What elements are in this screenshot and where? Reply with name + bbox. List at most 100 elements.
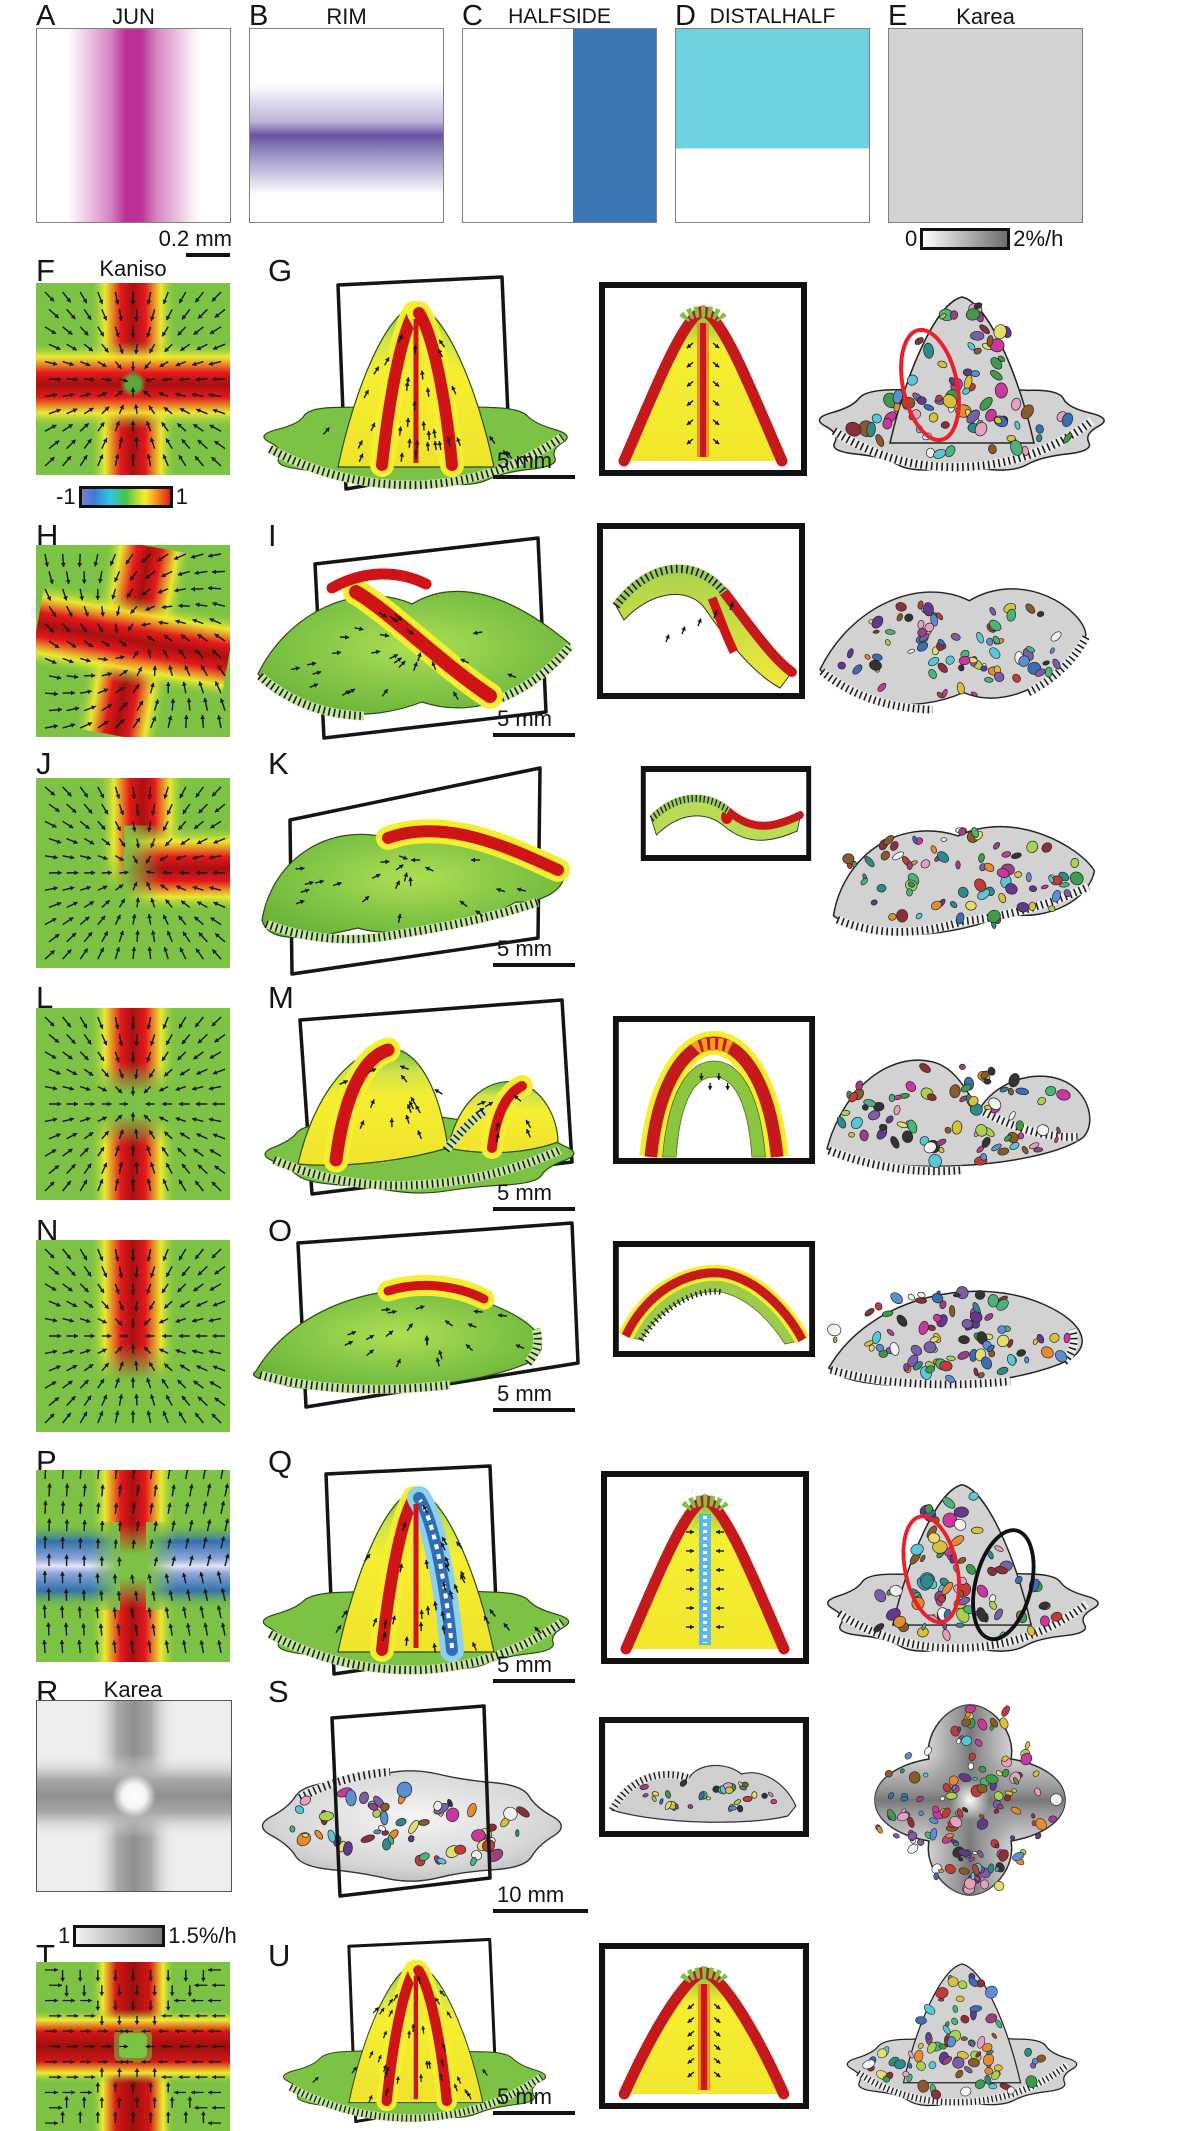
colorbar-min: -1 [56,484,76,509]
panel-letter-a: A [36,0,56,32]
cell-clone-surface-q-cone [812,1454,1112,1675]
row-letter-p: P [36,1444,57,1479]
vector-field-n-red-one-vertical [36,1240,230,1432]
row-r: R Karea S 10 mm 1 1.5%/h [0,1676,1181,1955]
row-letter-i: I [268,518,277,553]
scale-bar-0-2mm: 0.2 mm [142,228,232,257]
row-letter-o: O [268,1213,293,1248]
colorbar-min: 1 [58,1923,71,1948]
vector-field-j-red-bent-cross [36,778,230,968]
row-letter-g: G [268,253,293,288]
colorbar-gradient [73,1925,166,1947]
vector-field-l-red-two-vertical [36,1008,230,1200]
cross-section-box-q [600,1470,810,1665]
scale-bar-s: 10 mm [493,1884,588,1913]
panel-halfside-pattern [462,28,657,223]
vector-field-h-red-pinwheel [36,545,230,737]
row-n: N O 5 mm [0,1215,1181,1445]
surface-3d-k-twist [240,758,590,978]
cell-clone-surface-i-saddle [802,528,1102,748]
panel-jun-pattern [36,28,231,223]
rate-colorbar: 0 2%/h [905,228,1063,250]
scale-bar-label: 5 mm [497,706,552,731]
scale-bar-label: 5 mm [497,1652,552,1677]
scale-bar-label: 5 mm [497,1381,552,1406]
row-letter-j: J [36,746,52,781]
rate-colorbar-max: 2%/h [1013,226,1064,251]
scale-bar-i: 5 mm [493,708,575,737]
scale-bar-m: 5 mm [493,1182,575,1211]
panel-title-jun: JUN [112,4,155,29]
cell-clone-surface-m-double-arch [812,994,1112,1219]
panel-title-rim: RIM [326,4,367,29]
scale-bar-line [493,733,575,737]
colorbar-max: 1.5%/h [168,1923,237,1948]
scale-bar-line [186,253,230,257]
row-h: H I 5 mm [0,520,1181,748]
scale-bar-label: 0.2 mm [158,226,232,251]
cross-section-box-u [598,1942,810,2110]
surface-3d-o-dome [240,1221,590,1441]
cross-section-box-m [612,1015,816,1165]
panel-letter-e: E [888,0,908,32]
row-letter-u: U [268,1938,291,1973]
scale-bar-line [493,2111,575,2115]
panel-letter-b: B [249,0,269,32]
row-p: P Q 5 mm [0,1444,1181,1683]
kaniso-colorbar: -1 1 [56,486,188,508]
row-letter-k: K [268,746,289,781]
cell-clone-surface-s-clover [820,1682,1120,1912]
scale-bar-line [493,1207,575,1211]
cross-section-box-g [598,281,808,477]
row-letter-n: N [36,1213,59,1248]
row-letter-f: F [36,253,55,288]
colorbar-gradient [78,486,173,508]
scale-bar-line [493,963,575,967]
panel-rim-pattern [249,28,444,223]
surface-3d-u-cone [240,1936,590,2125]
rate-colorbar-gradient [920,228,1011,250]
panel-title-karea: Karea [956,4,1015,29]
vector-field-t-red-cross-gap [36,1962,230,2131]
rate-colorbar-min: 0 [905,226,918,251]
cell-clone-surface-g-cone [812,265,1112,495]
scale-bar-q: 5 mm [493,1654,575,1683]
row-letter-m: M [268,980,294,1015]
cell-clone-surface-u-cone [812,1938,1112,2125]
row-f: F Kaniso G 5 mm -1 1 [0,255,1181,520]
scale-bar-g: 5 mm [493,450,575,479]
scale-bar-o: 5 mm [493,1383,575,1412]
cross-section-box-k [640,765,812,862]
surface-3d-s-gray-dome [240,1694,590,1914]
panel-distalhalf-pattern [675,28,870,223]
scale-bar-label: 5 mm [497,936,552,961]
panel-title-halfside: HALFSIDE [508,5,611,28]
row-letter-q: Q [268,1444,293,1479]
surface-3d-q-cone-blue [240,1458,590,1678]
panel-karea-pattern [888,28,1083,223]
scale-bar-line [493,1909,588,1913]
row-letter-s: S [268,1674,289,1709]
vector-field-r-gray-cross [36,1700,232,1892]
scale-bar-line [493,475,575,479]
colorbar-max: 1 [175,484,188,509]
cross-section-box-o [612,1240,816,1358]
cell-clone-surface-k-twist [812,758,1112,982]
row-title-kaniso: Kaniso [99,256,167,281]
surface-3d-g-cone [240,273,590,493]
scale-bar-u: 5 mm [493,2086,575,2115]
scale-bar-label: 5 mm [497,1180,552,1205]
vector-field-f-red-cross [36,283,230,475]
karea-colorbar: 1 1.5%/h [58,1925,237,1947]
panel-letter-d: D [675,0,696,32]
scale-bar-label: 10 mm [497,1882,565,1907]
cell-clone-surface-o-dome [812,1225,1112,1447]
row-letter-l: L [36,980,54,1015]
surface-3d-m-double-arch [240,992,590,1212]
scale-bar-label: 5 mm [497,2084,552,2109]
row-letter-r: R [36,1674,59,1709]
scale-bar-line [493,1679,575,1683]
cross-section-box-i [596,522,806,700]
